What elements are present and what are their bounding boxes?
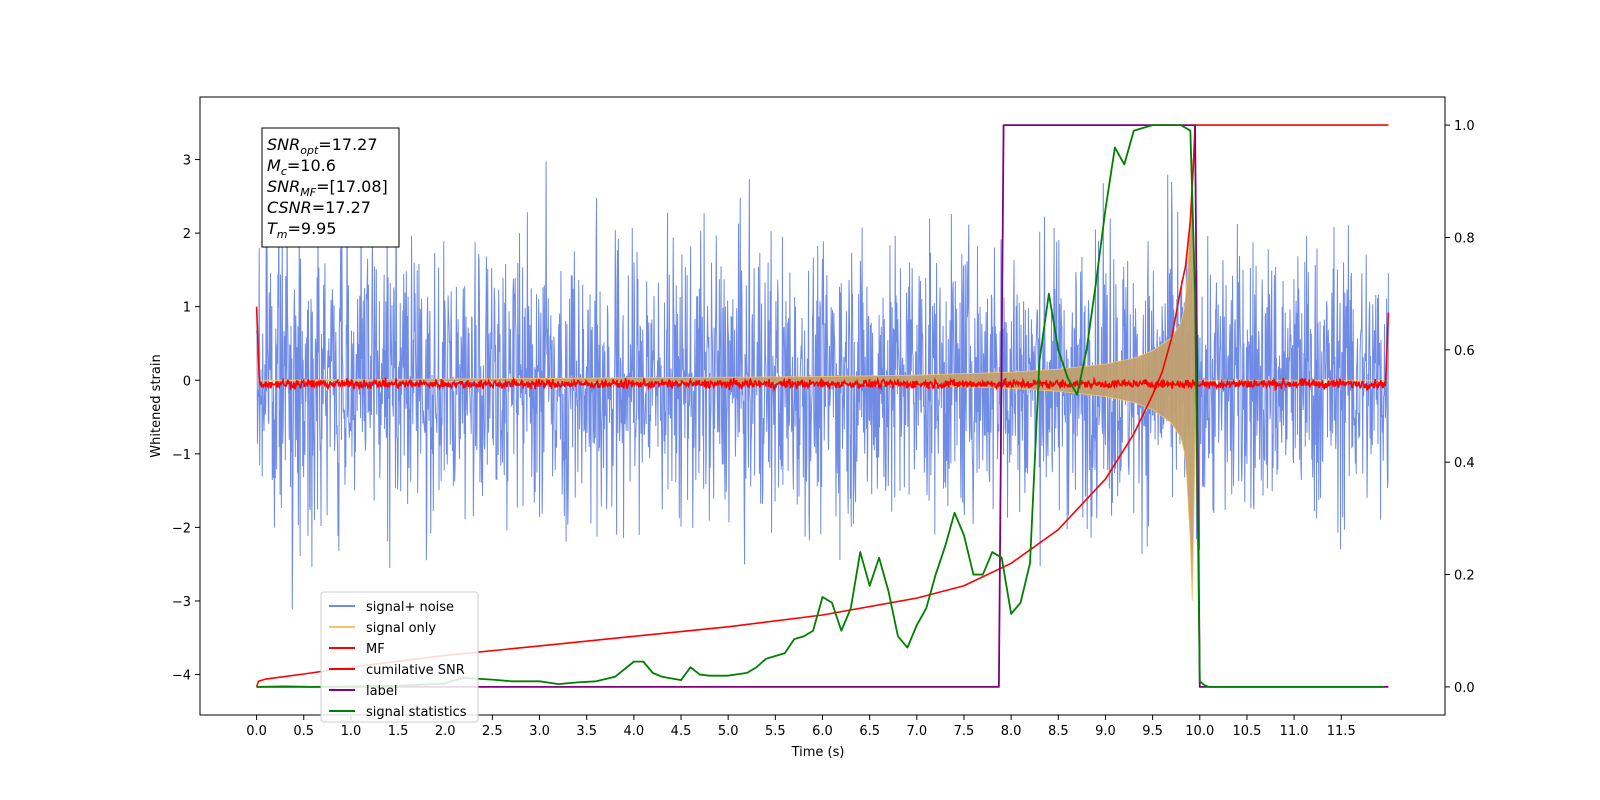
x-tick-label: 4.5	[671, 724, 692, 739]
y2-tick-label: 0.8	[1454, 231, 1475, 246]
legend-label: cumilative SNR	[366, 663, 465, 678]
mf-line	[255, 306, 1390, 393]
legend-frame	[320, 591, 479, 723]
legend-label: signal only	[366, 621, 436, 636]
x-tick-label: 0.0	[246, 724, 267, 739]
x-axis-title: Time (s)	[791, 745, 845, 760]
x-tick-label: 3.5	[576, 724, 597, 739]
info-line: Tm=9.95	[267, 219, 337, 241]
x-tick-label: 11.5	[1327, 724, 1356, 739]
x-tick-label: 3.0	[529, 724, 550, 739]
x-tick-label: 1.0	[341, 724, 362, 739]
y-axis-left: 3 2 1 0 −1 −2 −3 −4	[172, 154, 200, 684]
y-tick-label: −1	[172, 448, 191, 463]
info-line: CSNR=17.27	[267, 198, 371, 217]
signal-noise-series	[256, 161, 1389, 610]
x-tick-label: 6.0	[812, 724, 833, 739]
legend-label: signal+ noise	[366, 600, 454, 615]
x-tick-label: 2.5	[482, 724, 503, 739]
y-tick-label: 0	[183, 374, 191, 389]
legend: signal+ noise signal only MF cumilative SNR…	[320, 591, 479, 723]
x-tick-label: 7.0	[906, 724, 927, 739]
x-tick-label: 2.0	[435, 724, 456, 739]
x-tick-label: 0.5	[293, 724, 314, 739]
x-tick-label: 4.0	[624, 724, 645, 739]
info-box-frame	[261, 127, 400, 248]
info-line: Mc=10.6	[267, 156, 336, 178]
x-tick-label: 9.0	[1095, 724, 1116, 739]
x-tick-label: 9.5	[1142, 724, 1163, 739]
y-tick-label: 3	[183, 154, 191, 169]
y2-tick-label: 0.6	[1454, 344, 1475, 359]
y-tick-label: 1	[183, 301, 191, 316]
y-tick-label: 2	[183, 227, 191, 242]
x-tick-label: 7.5	[954, 724, 975, 739]
y2-tick-label: 0.4	[1454, 456, 1475, 471]
x-tick-label: 1.5	[388, 724, 409, 739]
y-tick-label: −4	[172, 669, 191, 684]
y-tick-label: −2	[172, 521, 191, 536]
info-line: SNRopt=17.27	[267, 135, 378, 157]
info-box: SNRopt=17.27Mc=10.6SNRMF=[17.08]CSNR=17.…	[261, 127, 400, 248]
y-tick-label: −3	[172, 595, 191, 610]
y-axis-right: 1.0 0.8 0.6 0.4 0.2 0.0	[1445, 119, 1475, 696]
x-tick-label: 8.5	[1048, 724, 1069, 739]
x-tick-label: 6.5	[859, 724, 880, 739]
x-tick-label: 5.0	[718, 724, 739, 739]
x-tick-label: 8.0	[1001, 724, 1022, 739]
y2-tick-label: 0.2	[1454, 569, 1475, 584]
signal-noise-line	[256, 161, 1389, 610]
x-tick-label: 11.0	[1280, 724, 1309, 739]
mf-series	[255, 306, 1390, 393]
x-tick-label: 10.5	[1232, 724, 1261, 739]
x-axis: 0.0 0.5 1.0 1.5 2.0 2.5 3.0 3.5 4.0 4.5 5.0 5.5 6.0 6…	[246, 715, 1356, 739]
y2-tick-label: 1.0	[1454, 119, 1475, 134]
signal-statistics-line	[256, 124, 1384, 688]
y-axis-title: Whitened strain	[149, 354, 164, 457]
signal-statistics-series	[256, 124, 1384, 688]
y2-tick-label: 0.0	[1454, 681, 1475, 696]
info-line: SNRMF=[17.08]	[267, 177, 388, 199]
legend-label: signal statistics	[366, 705, 467, 720]
x-tick-label: 5.5	[765, 724, 786, 739]
x-tick-label: 10.0	[1185, 724, 1214, 739]
legend-label: label	[366, 684, 397, 699]
legend-label: MF	[366, 642, 385, 657]
